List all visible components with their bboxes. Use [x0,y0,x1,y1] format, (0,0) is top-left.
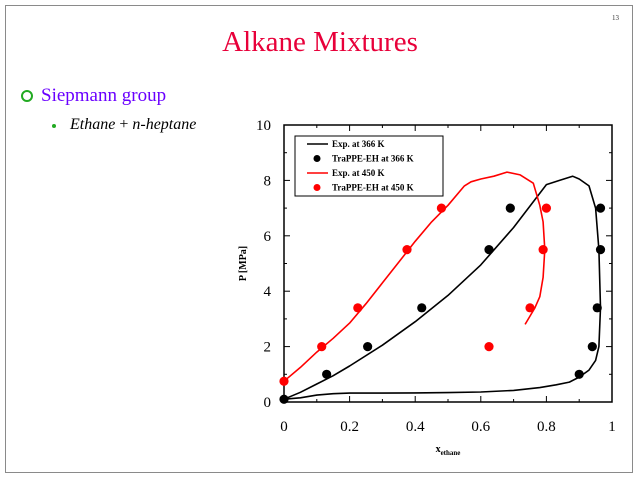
x-tick-label: 0.6 [471,419,490,435]
legend-label-3: TraPPE-EH at 450 K [332,183,414,193]
series-point-3 [525,303,535,313]
series-point-1 [595,245,606,255]
y-tick-label: 8 [264,173,272,189]
series-point-1 [322,369,332,379]
slide-title: Alkane Mixtures [222,26,418,58]
x-tick-label: 1 [608,419,616,435]
slide-number: 13 [612,14,619,22]
x-tick-label: 0 [280,419,288,435]
bullet-text: Siepmann group [41,85,167,106]
sub-bullet-dot-icon [52,124,56,128]
y-tick-label: 0 [264,395,272,411]
y-tick-label: 4 [264,284,272,300]
x-tick-label: 0.2 [340,419,359,435]
series-point-1 [574,369,584,379]
series-point-3 [279,376,289,386]
series-point-1 [505,203,515,213]
legend-marker-3 [313,184,321,191]
legend-label-0: Exp. at 366 K [332,139,385,149]
series-point-3 [353,303,363,313]
bullet-circle-icon [21,90,33,102]
series-point-1 [484,245,494,255]
sub-bullet-plus: + [115,116,133,133]
series-point-1 [363,342,373,352]
y-axis-title: P [MPa] [238,246,249,281]
legend-label-1: TraPPE-EH at 366 K [332,154,414,164]
sub-bullet-ethane: Ethane [70,116,116,133]
series-point-3 [484,342,494,352]
x-tick-label: 0.8 [537,419,556,435]
series-point-1 [587,342,597,352]
sub-bullet-heptane: n-heptane [132,116,197,133]
sub-bullet-text: Ethane + n-heptane [70,116,196,134]
series-line-2 [283,171,546,382]
x-tick-label: 0.4 [406,419,425,435]
series-point-3 [541,203,552,213]
y-tick-label: 2 [264,340,272,356]
series-point-1 [595,203,606,213]
series-point-3 [317,342,327,352]
legend-marker-1 [313,155,321,162]
series-point-1 [592,303,602,313]
legend-label-2: Exp. at 450 K [332,168,385,178]
series-point-3 [436,203,447,213]
x-axis-title-subscript: ethane [441,449,461,457]
series-point-1 [279,394,289,404]
x-axis-title: xethane [436,444,461,457]
series-point-1 [417,303,427,313]
y-tick-label: 6 [264,229,272,245]
series-point-3 [402,245,412,255]
series-point-3 [538,245,548,255]
slide-frame [5,5,633,473]
y-tick-label: 10 [256,118,271,134]
